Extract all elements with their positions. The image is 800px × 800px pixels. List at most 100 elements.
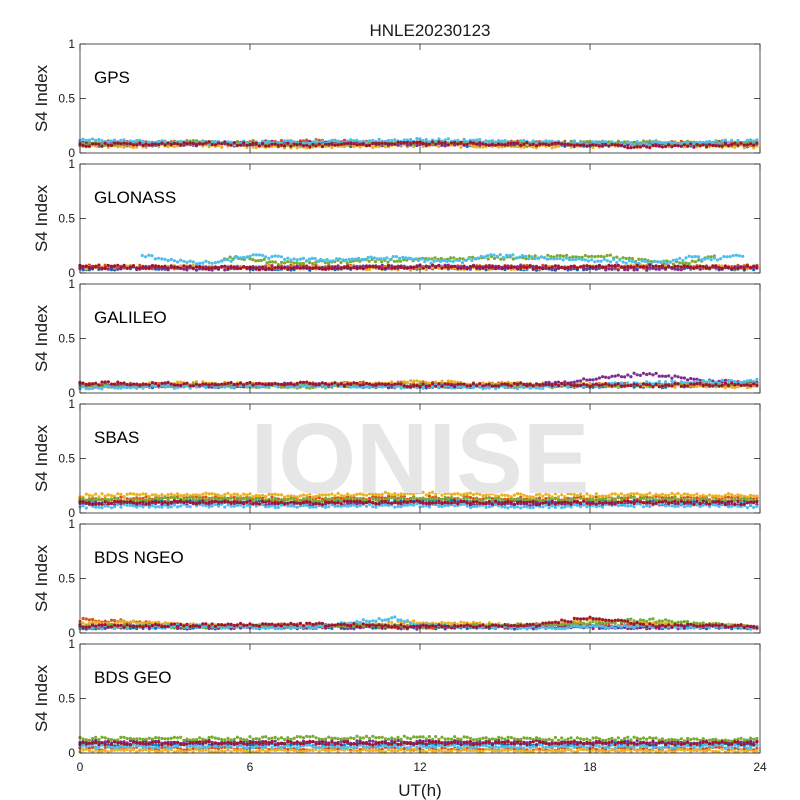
data-point [478, 265, 482, 269]
data-point [583, 258, 587, 262]
data-point [585, 264, 589, 268]
data-point [449, 256, 453, 260]
y-tick-label: 0 [68, 266, 75, 280]
data-point [361, 380, 365, 384]
data-point [87, 144, 91, 148]
data-point [348, 260, 352, 264]
data-point [314, 144, 318, 148]
data-point [201, 140, 205, 144]
data-point [204, 382, 208, 386]
data-point [286, 267, 290, 271]
data-point [538, 142, 542, 146]
data-point [226, 140, 230, 144]
data-point [154, 266, 158, 270]
data-point [601, 144, 605, 148]
data-point [84, 138, 88, 142]
data-point [327, 265, 331, 269]
data-point [157, 140, 161, 144]
data-point [261, 139, 265, 143]
data-point [276, 263, 280, 267]
data-point [97, 266, 101, 270]
data-point [313, 257, 317, 261]
data-point [456, 142, 460, 146]
data-point [261, 144, 265, 148]
data-point [572, 384, 576, 388]
data-point [226, 258, 230, 262]
data-point [119, 386, 123, 390]
data-point [519, 143, 523, 147]
data-point [386, 263, 391, 268]
data-point [652, 259, 657, 264]
data-point [629, 383, 633, 388]
data-point [176, 142, 180, 146]
data-point [279, 143, 284, 147]
data-point [505, 253, 509, 257]
data-point [575, 379, 580, 383]
data-point [242, 141, 246, 145]
data-point [122, 141, 126, 145]
data-point [91, 266, 95, 270]
data-point [556, 380, 561, 384]
data-point [194, 268, 199, 272]
data-point [141, 143, 145, 147]
data-point [273, 142, 277, 146]
data-point [623, 268, 627, 272]
data-point [342, 383, 346, 387]
data-point [651, 373, 655, 377]
data-point [733, 145, 737, 149]
data-point [701, 379, 705, 383]
data-point [626, 140, 630, 145]
data-point [443, 141, 447, 145]
data-point [267, 256, 271, 260]
data-point [503, 264, 507, 269]
data-point [616, 268, 620, 272]
data-point [355, 381, 359, 385]
data-point [163, 264, 167, 268]
data-point [531, 267, 535, 271]
data-point [185, 139, 189, 143]
data-point [556, 383, 561, 388]
data-point [446, 379, 450, 383]
data-point [276, 143, 280, 147]
data-point [476, 256, 480, 260]
data-point [439, 256, 443, 261]
data-point [701, 383, 705, 388]
data-point [714, 382, 718, 387]
data-point [292, 266, 296, 270]
data-point [245, 385, 249, 389]
data-point [541, 263, 545, 267]
data-point [235, 266, 239, 271]
data-point [409, 385, 413, 389]
data-point [648, 266, 652, 270]
data-point [166, 383, 170, 388]
data-point [709, 255, 713, 259]
data-point [432, 259, 436, 263]
data-point [335, 257, 339, 261]
data-point [585, 267, 589, 271]
data-point [749, 378, 753, 382]
data-point [492, 256, 497, 261]
data-point [730, 385, 734, 389]
data-point [660, 374, 665, 378]
data-point [645, 383, 649, 387]
data-point [179, 266, 183, 270]
data-point [516, 267, 520, 271]
data-point [703, 257, 707, 261]
data-point [638, 373, 643, 377]
data-point [91, 494, 95, 498]
data-point [116, 141, 120, 145]
data-point [536, 256, 540, 260]
data-point [632, 382, 636, 386]
data-point [138, 383, 142, 387]
data-point [648, 372, 652, 376]
data-point [172, 386, 176, 390]
data-point [550, 268, 554, 272]
data-point [166, 380, 170, 384]
data-point [242, 383, 246, 387]
data-point [465, 142, 469, 146]
data-point [305, 143, 309, 147]
data-point [538, 266, 542, 270]
data-point [556, 144, 561, 148]
data-point [314, 139, 318, 143]
data-point [475, 142, 479, 146]
